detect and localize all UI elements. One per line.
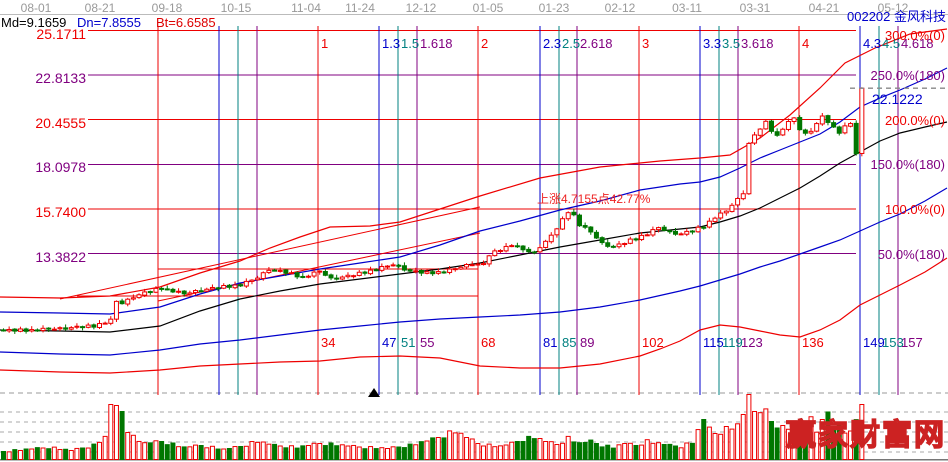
gann-ratio-label: 2.3 — [543, 36, 562, 51]
overlay-lower-red-band — [0, 257, 948, 374]
percent-axis-label: 150.0%(180) — [870, 157, 945, 173]
gann-ratio-label: 1.5 — [401, 36, 420, 51]
gann-ratio-label: 3.618 — [741, 36, 774, 51]
date-axis-label: 01-05 — [472, 1, 504, 15]
date-axis-label: 12-12 — [405, 1, 437, 15]
gann-ratio-label: 3 — [642, 36, 650, 51]
date-axis-label: 04-21 — [808, 1, 840, 15]
gann-daycount-label: 115 — [703, 335, 724, 350]
rise-annotation: 上涨4.7155点42.77% — [537, 192, 651, 206]
gann-daycount-label: 102 — [642, 335, 664, 350]
date-axis-label: 05-12 — [877, 1, 909, 15]
gann-ratio-label: 1.618 — [420, 36, 453, 51]
stock-symbol-label: 002202 金风科技 — [847, 9, 946, 24]
percent-axis-label: 100.0%(0) — [885, 201, 945, 217]
gann-daycount-label: 136 — [802, 335, 824, 350]
gann-ratio-label: 4 — [802, 36, 810, 51]
gann-daycount-label: 157 — [901, 335, 923, 350]
volume-bars — [1, 394, 865, 461]
gann-daycount-label: 119 — [722, 335, 743, 350]
price-axis-label: 13.3822 — [35, 248, 86, 265]
price-axis-label: 22.8133 — [35, 70, 86, 87]
gann-ratio-label: 2 — [481, 36, 489, 51]
gann-ratio-label: 4.5 — [882, 36, 901, 51]
gann-daycount-label: 34 — [321, 335, 336, 350]
gann-ratio-label: 3.5 — [722, 36, 741, 51]
gann-ratio-label: 3.3 — [703, 36, 722, 51]
candlesticks — [1, 87, 865, 334]
gann-daycount-label: 47 — [382, 335, 397, 350]
overlay-upper-red-band — [0, 28, 948, 299]
gann-ratio-label: 4.3 — [863, 36, 882, 51]
markers — [368, 87, 948, 397]
indicator-bt-label: Bt=6.6585 — [156, 15, 216, 30]
date-axis-label: 02-12 — [604, 1, 636, 15]
gann-ratio-label: 1 — [321, 36, 329, 51]
percent-axis-label: 250.0%(180) — [870, 68, 945, 84]
overlay-upper-blue-band — [0, 67, 948, 315]
last-price-tag: 22.1222 — [872, 91, 923, 107]
overlay-mid-black-ma — [0, 121, 948, 333]
gann-daycount-label: 55 — [420, 335, 435, 350]
percent-axis-label: 300.0%(0) — [885, 27, 945, 43]
gann-vertical-lines — [157, 26, 899, 395]
price-axis-label: 15.7400 — [35, 203, 86, 220]
gann-ratio-label: 1.3 — [382, 36, 401, 51]
price-axis-label: 20.4555 — [35, 114, 86, 131]
watermark: 赢家财富网 — [785, 419, 946, 452]
gann-daycount-label: 81 — [543, 335, 558, 350]
date-axis-label: 09-18 — [151, 1, 183, 15]
gann-daycount-label: 51 — [401, 335, 416, 350]
date-axis-label: 03-11 — [672, 1, 702, 15]
gann-daycount-label: 85 — [562, 335, 577, 350]
price-axis-label: 25.1711 — [36, 25, 86, 42]
date-axis-label: 10-15 — [220, 1, 252, 15]
indicator-dn-label: Dn=7.8555 — [77, 15, 141, 30]
date-axis-label: 08-01 — [20, 1, 52, 15]
percent-axis-label: 200.0%(0) — [885, 112, 945, 128]
gann-daycount-label: 68 — [481, 335, 496, 350]
gann-ratio-label: 4.618 — [901, 36, 934, 51]
gann-daycount-label: 153 — [882, 335, 904, 350]
gann-daycount-label: 89 — [580, 335, 595, 350]
date-axis-separator — [0, 14, 948, 15]
date-axis-label: 11-24 — [345, 1, 375, 15]
gann-ratio-label: 2.5 — [562, 36, 581, 51]
indicator-md-label: Md=9.1659 — [1, 15, 67, 30]
date-axis-label: 03-31 — [739, 1, 771, 15]
gann-daycount-label: 149 — [863, 335, 885, 350]
percent-axis-label: 50.0%(180) — [877, 246, 945, 262]
date-axis-label: 11-04 — [291, 1, 321, 15]
percent-level-lines — [88, 30, 856, 254]
triangle-marker — [368, 388, 380, 397]
price-axis-label: 18.0978 — [35, 159, 86, 176]
gann-daycount-label: 123 — [741, 335, 763, 350]
gann-ratio-label: 2.618 — [580, 36, 613, 51]
overlay-lower-blue-band — [0, 187, 948, 356]
date-axis-label: 01-23 — [538, 1, 570, 15]
date-axis-label: 08-21 — [84, 1, 116, 15]
